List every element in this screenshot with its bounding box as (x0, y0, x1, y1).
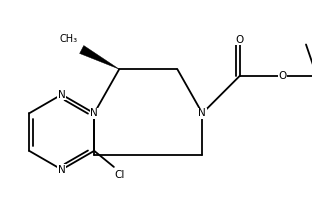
Text: N: N (90, 108, 98, 118)
Text: O: O (279, 71, 287, 81)
Text: Cl: Cl (114, 170, 125, 181)
Text: N: N (198, 108, 206, 118)
Text: N: N (58, 89, 66, 100)
Text: CH₃: CH₃ (60, 34, 78, 44)
Polygon shape (80, 46, 119, 69)
Text: N: N (58, 165, 66, 175)
Text: O: O (236, 35, 244, 45)
